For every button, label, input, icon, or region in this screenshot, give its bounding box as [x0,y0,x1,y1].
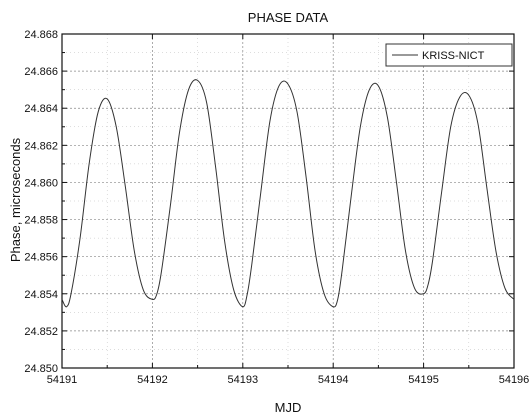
y-tick-label: 24.852 [24,326,58,338]
x-tick-label: 54192 [137,374,168,386]
x-tick-label: 54191 [47,374,78,386]
y-tick-label: 24.868 [24,29,58,41]
x-tick-label: 54195 [408,374,439,386]
x-axis-title: MJD [275,400,302,415]
y-tick-label: 24.866 [24,66,58,78]
y-tick-label: 24.860 [24,177,58,189]
y-axis-title: Phase, microseconds [8,137,23,262]
y-tick-label: 24.850 [24,363,58,375]
legend-box [385,43,513,67]
x-tick-label: 54193 [228,374,259,386]
y-tick-label: 24.856 [24,252,58,264]
series-layer [61,79,515,308]
y-tick-label: 24.862 [24,140,58,152]
chart-title: PHASE DATA [248,10,329,25]
legend-label-kriss-nict: KRISS-NICT [422,50,485,62]
grid-layer [62,34,514,368]
series-line-kriss-nict [61,79,515,308]
y-tick-label: 24.858 [24,215,58,227]
x-tick-label: 54196 [499,374,530,386]
legend: KRISS-NICT [385,43,513,67]
axis-layer: 54191 54192 54193 54194 54195 54196 24.850 24.8… [24,29,529,386]
y-tick-label: 24.854 [24,289,58,301]
y-tick-label: 24.864 [24,103,58,115]
x-tick-label: 54194 [318,374,349,386]
